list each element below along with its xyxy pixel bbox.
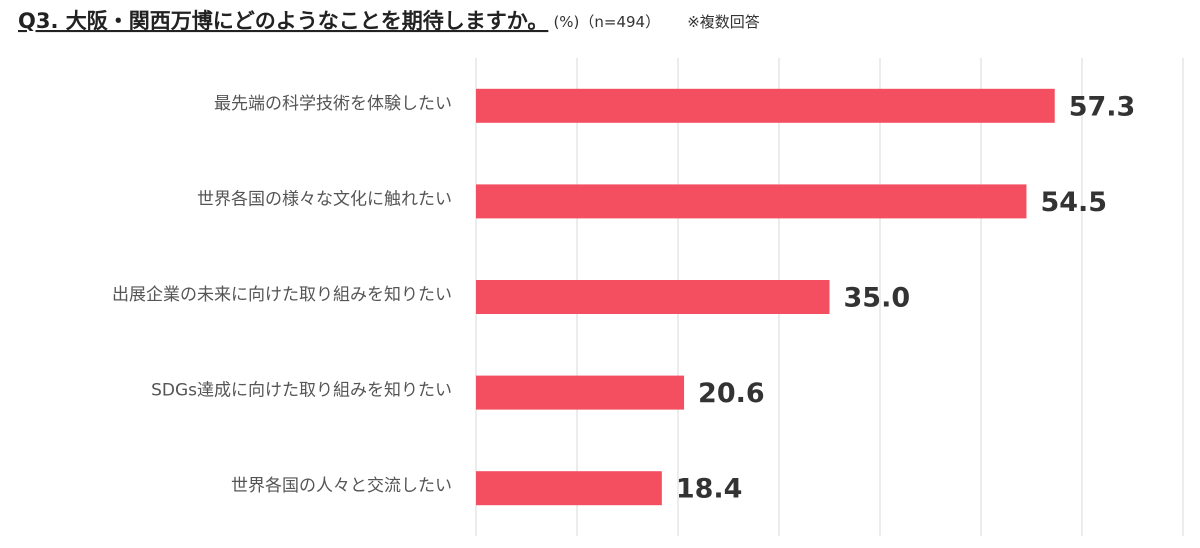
bar <box>476 88 1055 123</box>
category-label: 出展企業の未来に向けた取り組みを知りたい <box>112 285 452 305</box>
value-label: 20.6 <box>698 378 765 409</box>
category-label: 世界各国の人々と交流したい <box>231 476 452 496</box>
bar <box>476 184 1027 219</box>
bar <box>476 375 685 410</box>
category-label: SDGs達成に向けた取り組みを知りたい <box>151 381 452 401</box>
bar <box>476 471 662 506</box>
value-label: 54.5 <box>1040 187 1107 218</box>
value-label: 18.4 <box>676 474 743 505</box>
chart-header: Q3. 大阪・関西万博にどのようなことを期待しますか。 (%)（n=494） ※… <box>18 9 760 33</box>
chart-subtitle: (%)（n=494） <box>553 13 660 31</box>
bar <box>476 280 830 314</box>
category-label: 世界各国の様々な文化に触れたい <box>197 189 452 209</box>
value-label: 57.3 <box>1069 91 1136 122</box>
chart-note: ※複数回答 <box>687 13 760 31</box>
chart-title: Q3. 大阪・関西万博にどのようなことを期待しますか。 <box>18 9 548 33</box>
value-label: 35.0 <box>844 283 911 314</box>
category-label: 最先端の科学技術を体験したい <box>214 94 452 114</box>
